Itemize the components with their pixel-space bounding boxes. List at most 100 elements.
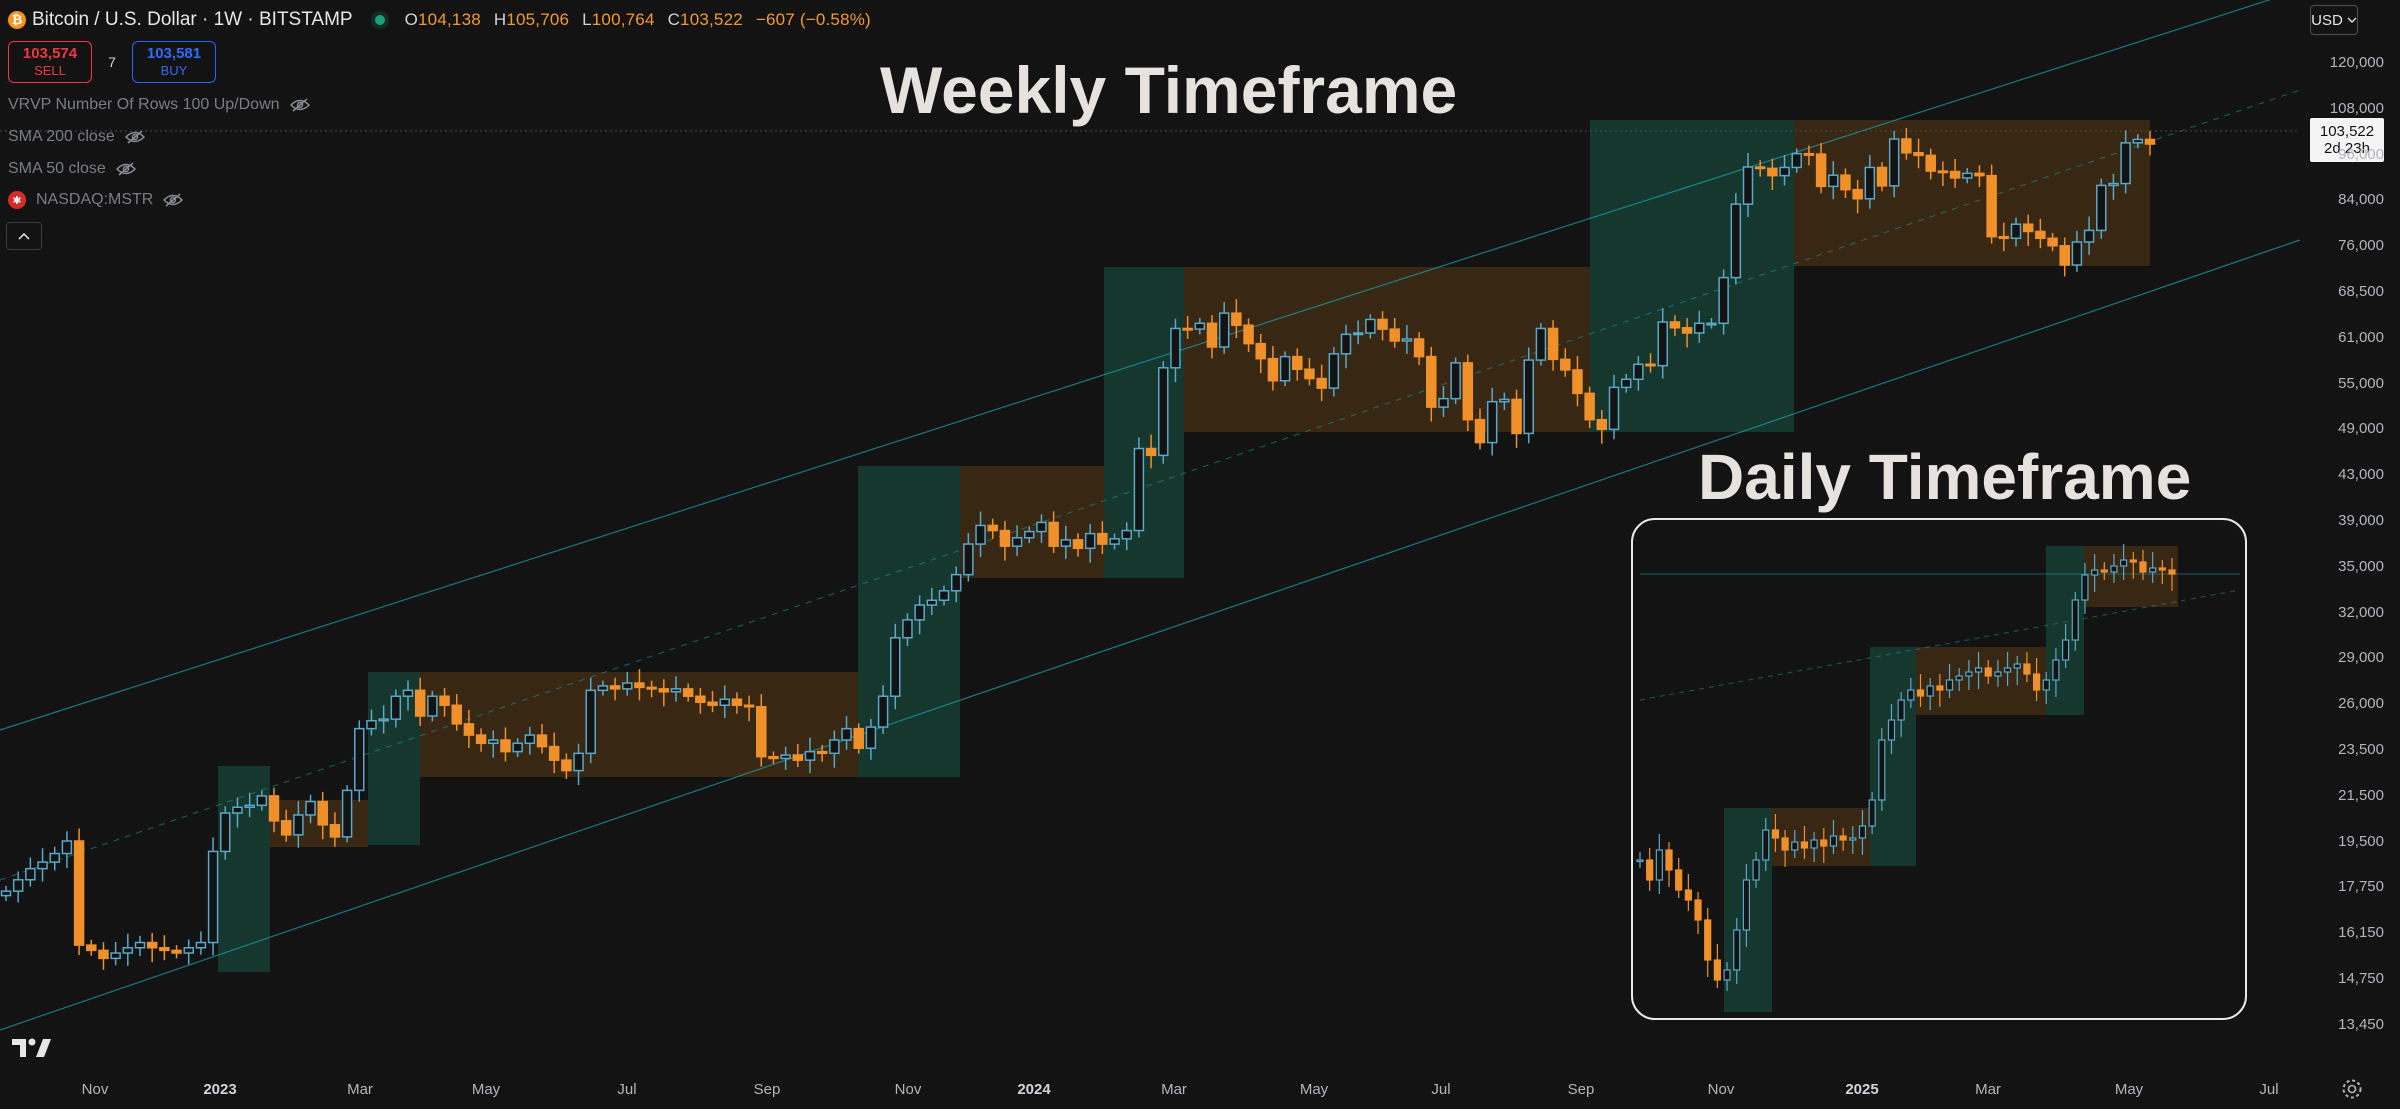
candle-up <box>1438 397 1449 408</box>
inset-candle <box>1926 685 1934 697</box>
inset-candle <box>1762 829 1770 861</box>
inset-candle <box>2013 663 2021 669</box>
candle-up <box>244 804 255 809</box>
symbol-title[interactable]: Bitcoin / U.S. Dollar · 1W · BITSTAMP <box>32 9 353 30</box>
candle-up <box>938 590 950 602</box>
currency-select[interactable]: USD <box>2310 5 2358 35</box>
candle-down <box>1596 418 1608 431</box>
candle-up <box>1718 276 1729 325</box>
inset-candle <box>1771 829 1780 839</box>
candle-down <box>1072 539 1084 550</box>
collapse-legend-button[interactable] <box>6 222 42 250</box>
price-tick-label: 55,000 <box>2338 374 2384 392</box>
candle-down <box>1949 170 1961 179</box>
inset-candle <box>2129 559 2137 563</box>
eye-hidden-icon[interactable] <box>115 162 136 176</box>
candle-down <box>1645 363 1656 367</box>
sell-button[interactable]: 103,574 SELL <box>8 41 92 83</box>
spread-value: 7 <box>108 54 116 70</box>
candle-up <box>220 812 231 853</box>
candle-up <box>719 698 730 707</box>
region-marker-1 <box>236 0 326 1</box>
candle-up <box>1499 398 1510 403</box>
candle-down <box>1145 447 1157 457</box>
inset-candle <box>1829 835 1838 847</box>
inset-candle <box>2062 639 2070 661</box>
eye-hidden-icon[interactable] <box>163 193 184 207</box>
buy-button[interactable]: 103,581 BUY <box>132 41 216 83</box>
eye-hidden-icon[interactable] <box>124 130 145 144</box>
candle-down <box>1267 357 1279 382</box>
settings-gear-icon[interactable] <box>2340 1077 2364 1101</box>
candle-down <box>999 529 1011 547</box>
candle-up <box>305 800 316 816</box>
inset-candle <box>2003 667 2012 673</box>
candle-down <box>695 695 706 703</box>
candle-up <box>1620 378 1632 389</box>
candle-down <box>1925 154 1936 172</box>
candle-up <box>1694 322 1705 334</box>
candle-down <box>1231 312 1242 326</box>
channel-upper-line <box>0 0 2271 731</box>
candle-down <box>98 949 109 960</box>
candle-up <box>1535 327 1547 361</box>
inset-candle <box>1704 919 1712 961</box>
candle-up <box>402 689 414 697</box>
price-tick-label: 108,000 <box>2329 99 2384 117</box>
candle-down <box>317 800 328 826</box>
eye-hidden-icon[interactable] <box>289 98 310 112</box>
inset-candle <box>1665 849 1673 871</box>
region-marker-3 <box>376 0 888 1</box>
candle-up <box>122 946 134 954</box>
candle-down <box>475 734 487 745</box>
candle-down <box>1852 188 1863 200</box>
indicator-sma50[interactable]: SMA 50 close <box>8 160 136 178</box>
inset-candle <box>2100 569 2108 573</box>
candle-up <box>1962 172 1973 179</box>
candle-up <box>2083 229 2095 243</box>
candle-up <box>1523 359 1534 435</box>
inset-candle <box>1820 839 1828 847</box>
inset-candle <box>2149 567 2157 573</box>
candle-down <box>1998 235 2010 240</box>
symbol-header[interactable]: ₿ Bitcoin / U.S. Dollar · 1W · BITSTAMP … <box>8 6 871 34</box>
price-tick-label: 29,000 <box>2338 649 2384 667</box>
candle-up <box>622 682 633 690</box>
inset-channel-dash <box>1639 589 2241 701</box>
range-zone-7 <box>1184 267 1590 432</box>
time-tick-label: 2024 <box>1017 1081 1051 1098</box>
candle-down <box>2059 245 2070 266</box>
tradingview-logo[interactable] <box>12 1034 52 1065</box>
candle-down <box>792 754 804 761</box>
candle-down <box>2022 223 2034 233</box>
price-tick-label: 32,000 <box>2338 603 2384 621</box>
candle-down <box>1669 321 1681 329</box>
price-tick-label: 13,450 <box>2338 1015 2384 1033</box>
candle-up <box>1828 174 1839 188</box>
candle-down <box>1547 327 1559 361</box>
inset-candle <box>1858 825 1867 839</box>
candle-up <box>2120 142 2131 185</box>
indicator-mstr[interactable]: ✱ NASDAQ:MSTR <box>8 191 184 209</box>
candle-down <box>1474 418 1486 444</box>
candle-down <box>1840 174 1851 191</box>
candle-down <box>1803 152 1815 156</box>
candle-down <box>414 689 426 717</box>
candle-down <box>536 734 548 748</box>
candle-down <box>1377 318 1388 330</box>
indicator-vrvp[interactable]: VRVP Number Of Rows 100 Up/Down <box>8 96 310 114</box>
candle-up <box>890 637 901 697</box>
mstr-logo-icon: ✱ <box>8 191 26 209</box>
indicator-sma200[interactable]: SMA 200 close <box>8 128 145 146</box>
inset-candle <box>1752 859 1760 881</box>
candle-down <box>1876 166 1888 187</box>
inset-candle <box>2023 663 2031 675</box>
candle-up <box>2010 223 2022 240</box>
region-marker-0 <box>236 0 286 1</box>
candle-down <box>561 759 572 772</box>
candle-up <box>256 795 268 807</box>
inset-candle <box>1897 699 1905 721</box>
candle-up <box>1791 152 1802 169</box>
time-tick-label: May <box>2114 1081 2144 1098</box>
